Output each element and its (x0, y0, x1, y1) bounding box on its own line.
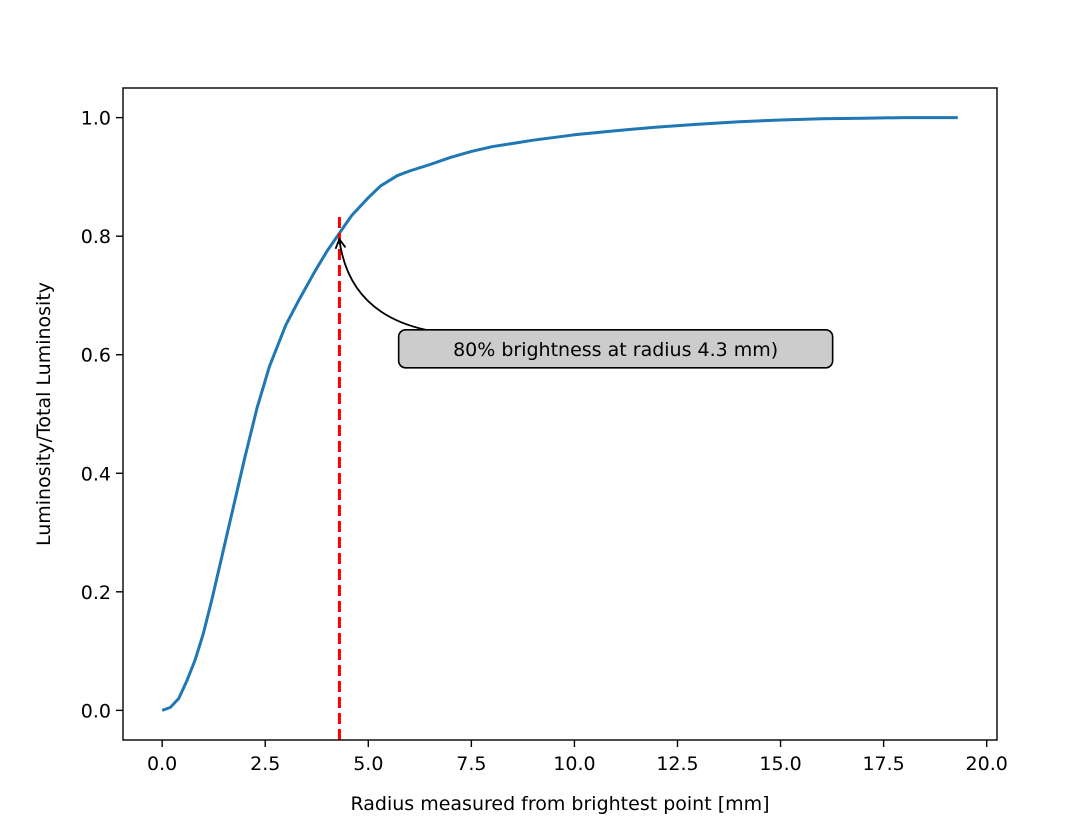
y-tick-label: 0.4 (81, 463, 111, 485)
y-tick-label: 0.6 (81, 345, 111, 367)
y-tick-label: 0.8 (81, 226, 111, 248)
plot-frame (122, 87, 998, 741)
annotation-box (397, 328, 834, 369)
x-tick-label: 5.0 (353, 753, 383, 775)
annotation-text: 80% brightness at radius 4.3 mm) (453, 339, 778, 361)
axis-ticks: 0.0 2.5 5.0 7.5 10.0 12.5 15.0 17.5 20.0 0.0 0.2 0.… (81, 108, 1008, 775)
x-axis-title: Radius measured from brightest point [mm… (350, 793, 769, 815)
x-tick-label: 0.0 (147, 753, 177, 775)
y-tick-label: 0.2 (81, 582, 111, 604)
x-tick-label: 2.5 (250, 753, 280, 775)
y-axis-title: Luminosity/Total Luminosity (33, 282, 55, 546)
x-tick-label: 12.5 (656, 753, 698, 775)
y-tick-label: 0.0 (81, 700, 111, 722)
x-tick-label: 7.5 (456, 753, 486, 775)
annotation: 80% brightness at radius 4.3 mm) (334, 237, 834, 369)
plot-area: 80% brightness at radius 4.3 mm) (161, 116, 958, 740)
x-tick-label: 17.5 (862, 753, 904, 775)
x-tick-label: 20.0 (966, 753, 1008, 775)
luminosity-series-line (161, 116, 958, 712)
x-tick-label: 15.0 (759, 753, 801, 775)
annotation-arrow (334, 237, 426, 331)
y-tick-label: 1.0 (81, 108, 111, 130)
x-tick-label: 10.0 (553, 753, 595, 775)
